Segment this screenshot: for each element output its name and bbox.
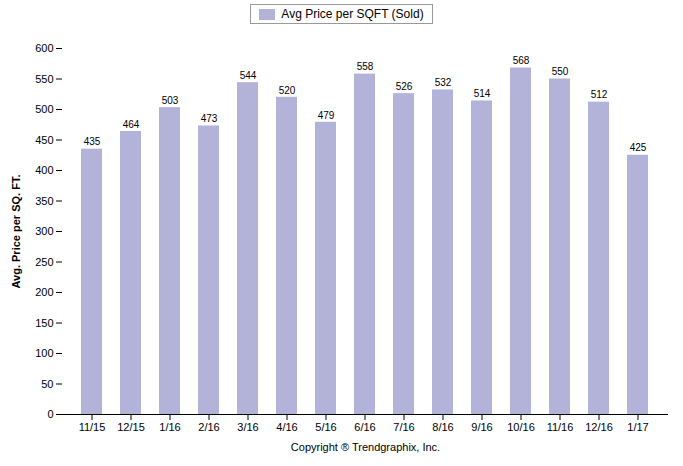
svg-text:10/16: 10/16 bbox=[507, 421, 535, 433]
svg-text:435: 435 bbox=[84, 136, 101, 147]
svg-text:Copyright ® Trendgraphix, Inc.: Copyright ® Trendgraphix, Inc. bbox=[291, 441, 440, 453]
svg-text:3/16: 3/16 bbox=[237, 421, 258, 433]
svg-text:12/16: 12/16 bbox=[585, 421, 613, 433]
svg-text:400: 400 bbox=[35, 164, 53, 176]
svg-text:1/16: 1/16 bbox=[159, 421, 180, 433]
svg-text:503: 503 bbox=[162, 95, 179, 106]
svg-text:0: 0 bbox=[47, 408, 53, 420]
svg-text:512: 512 bbox=[591, 89, 608, 100]
svg-text:600: 600 bbox=[35, 42, 53, 54]
svg-text:300: 300 bbox=[35, 225, 53, 237]
svg-text:200: 200 bbox=[35, 286, 53, 298]
svg-text:450: 450 bbox=[35, 134, 53, 146]
svg-text:6/16: 6/16 bbox=[354, 421, 375, 433]
svg-text:11/16: 11/16 bbox=[547, 421, 574, 433]
svg-text:526: 526 bbox=[396, 81, 413, 92]
svg-text:558: 558 bbox=[357, 61, 374, 72]
svg-text:5/16: 5/16 bbox=[315, 421, 336, 433]
svg-text:550: 550 bbox=[35, 73, 53, 85]
svg-text:532: 532 bbox=[435, 77, 452, 88]
svg-text:500: 500 bbox=[35, 103, 53, 115]
svg-text:4/16: 4/16 bbox=[276, 421, 297, 433]
svg-text:514: 514 bbox=[474, 88, 491, 99]
svg-text:11/15: 11/15 bbox=[79, 421, 106, 433]
svg-text:7/16: 7/16 bbox=[393, 421, 414, 433]
svg-text:100: 100 bbox=[35, 347, 53, 359]
svg-text:9/16: 9/16 bbox=[471, 421, 492, 433]
svg-text:150: 150 bbox=[35, 317, 53, 329]
svg-text:568: 568 bbox=[513, 55, 530, 66]
svg-text:350: 350 bbox=[35, 195, 53, 207]
svg-text:Avg. Price per SQ. FT.: Avg. Price per SQ. FT. bbox=[10, 175, 22, 289]
svg-text:250: 250 bbox=[35, 256, 53, 268]
svg-text:50: 50 bbox=[41, 378, 53, 390]
svg-text:12/15: 12/15 bbox=[117, 421, 145, 433]
svg-text:8/16: 8/16 bbox=[432, 421, 453, 433]
svg-text:520: 520 bbox=[279, 85, 296, 96]
svg-text:1/17: 1/17 bbox=[627, 421, 648, 433]
svg-text:2/16: 2/16 bbox=[198, 421, 219, 433]
svg-text:464: 464 bbox=[123, 119, 140, 130]
svg-text:544: 544 bbox=[240, 70, 257, 81]
svg-text:550: 550 bbox=[552, 66, 569, 77]
svg-text:425: 425 bbox=[630, 142, 647, 153]
svg-text:479: 479 bbox=[318, 110, 335, 121]
html-text:Avg Price per SQFT (Sold): Avg Price per SQFT (Sold) bbox=[281, 7, 424, 21]
svg-text:473: 473 bbox=[201, 113, 218, 124]
